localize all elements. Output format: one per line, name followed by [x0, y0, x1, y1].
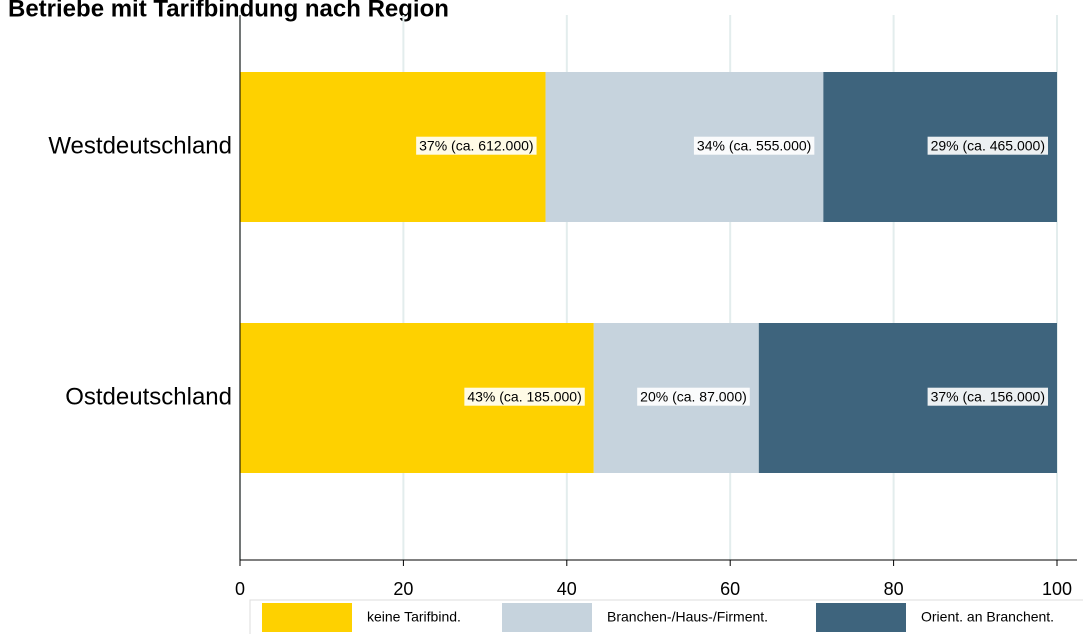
value-label-bg [927, 136, 1048, 155]
x-tick-label: 100 [1042, 579, 1072, 599]
value-label: 34% (ca. 555.000) [697, 138, 811, 154]
value-label: 20% (ca. 87.000) [640, 389, 747, 405]
legend-swatch [262, 603, 352, 632]
value-label: 37% (ca. 156.000) [931, 389, 1045, 405]
legend-label: keine Tarifbind. [367, 609, 461, 625]
legend-label: Branchen-/Haus-/Firment. [607, 609, 768, 625]
x-tick-label: 20 [393, 579, 413, 599]
value-label: 43% (ca. 185.000) [467, 389, 581, 405]
value-label-bg [927, 387, 1048, 406]
value-label-bg [693, 136, 815, 155]
value-label-bg [416, 136, 537, 155]
value-label-bg [464, 387, 585, 406]
legend-box [249, 599, 1083, 634]
x-tick-label: 60 [720, 579, 740, 599]
x-tick-label: 40 [557, 579, 577, 599]
chart-title: Betriebe mit Tarifbindung nach Region [8, 0, 449, 22]
y-tick-label: Westdeutschland [48, 132, 232, 159]
legend-label: Orient. an Branchent. [921, 609, 1054, 625]
x-tick-label: 80 [884, 579, 904, 599]
y-tick-label: Ostdeutschland [65, 383, 232, 410]
x-tick-label: 0 [235, 579, 245, 599]
value-label: 29% (ca. 465.000) [931, 138, 1045, 154]
legend-swatch [816, 603, 906, 632]
value-label: 37% (ca. 612.000) [419, 138, 533, 154]
value-label-bg [637, 387, 750, 406]
legend-swatch [502, 603, 592, 632]
